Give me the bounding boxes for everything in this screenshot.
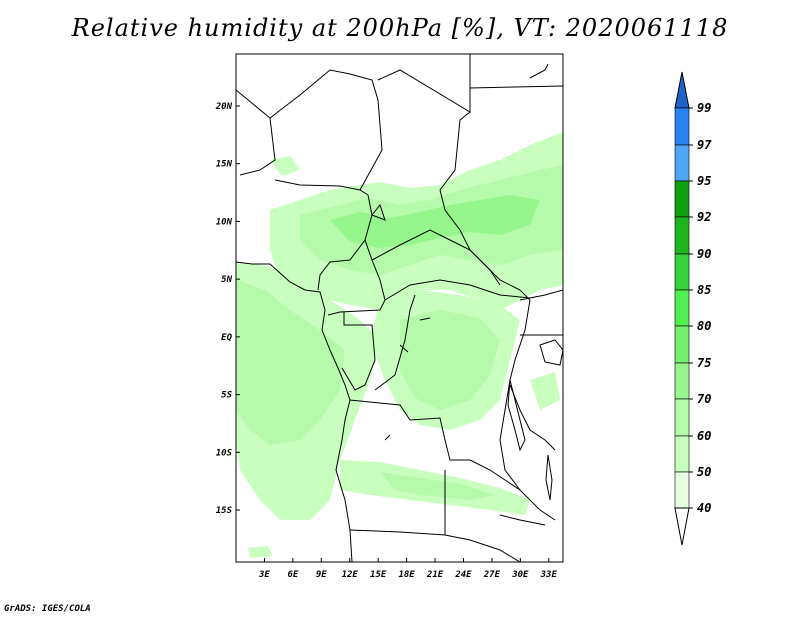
x-tick-label: 27E [483, 570, 501, 580]
border-zambia [469, 459, 556, 521]
colorbar-label: 85 [697, 283, 711, 297]
border-north-5 [469, 85, 563, 89]
map-title: Relative humidity at 200hPa [%], VT: 202… [71, 14, 729, 42]
x-tick-label: 30E [511, 570, 529, 580]
colorbar-label: 75 [697, 356, 711, 370]
border-angola-south [349, 470, 446, 536]
border-drc-west [374, 294, 416, 391]
river-mark-2 [399, 344, 409, 353]
x-tick-label: 24E [454, 570, 472, 580]
x-tick-label: 12E [342, 570, 359, 580]
humidity-region-north-inner [330, 195, 540, 248]
humidity-region-central-core [400, 310, 500, 410]
colorbar-segment [674, 253, 690, 291]
lake-tanganyika [507, 379, 526, 452]
humidity-patch-sw [248, 546, 272, 558]
colorbar-label: 95 [697, 174, 711, 188]
border-car [371, 229, 531, 301]
border-congo [341, 312, 376, 391]
colorbar-segment [674, 180, 690, 218]
x-tick-label: 3E [258, 570, 270, 580]
x-tick-label: 18E [398, 570, 415, 580]
humidity-region-westcoast-core [236, 280, 345, 445]
lake-malawi [545, 454, 553, 501]
lake-victoria [539, 339, 563, 366]
border-north-1 [236, 89, 276, 176]
y-tick-label: 5N [221, 275, 232, 285]
y-tick-label: 10S [216, 448, 233, 458]
colorbar-label: 40 [697, 501, 711, 515]
border-south-2 [499, 514, 546, 526]
border-north-3 [377, 54, 471, 113]
colorbar-segment [674, 289, 690, 327]
x-tick-label: 9E [316, 570, 327, 580]
plot-frame [235, 53, 564, 563]
y-tick-label: EQ [221, 333, 232, 343]
coast-ne-island [529, 63, 549, 79]
border-south-1 [444, 534, 521, 562]
y-tick-label: 10N [216, 217, 233, 227]
colorbar-label: 99 [697, 101, 711, 115]
x-tick-label: 33E [540, 570, 558, 580]
humidity-patch-e [530, 372, 560, 410]
colorbar-top-triangle [674, 71, 690, 109]
coastline-west [236, 261, 353, 562]
colorbar-bottom-triangle [674, 507, 690, 546]
border-north-2 [269, 69, 383, 191]
humidity-region-south-core [380, 472, 495, 500]
colorbar-label: 80 [697, 319, 711, 333]
country-borders [236, 54, 563, 562]
y-tick-label: 20N [215, 102, 233, 112]
river-mark-3 [384, 434, 391, 441]
colorbar-label: 50 [697, 465, 711, 479]
colorbar-label: 70 [697, 392, 711, 406]
colorbar-segment [674, 398, 690, 437]
colorbar-label: 97 [697, 138, 712, 152]
colorbar-label: 60 [697, 429, 711, 443]
y-tick-label: 15S [216, 506, 233, 516]
y-tick-label: 5S [221, 391, 232, 401]
lake-chad [371, 203, 386, 221]
colorbar-segment [674, 144, 690, 182]
colorbar-label: 90 [697, 247, 711, 261]
colorbar-label: 92 [697, 210, 711, 224]
border-car-south [384, 279, 531, 301]
colorbar-segment [674, 216, 690, 255]
colorbar-segment [674, 325, 690, 364]
border-north-4 [439, 111, 471, 191]
x-tick-label: 6E [287, 570, 298, 580]
colorbar-segment [674, 435, 690, 473]
y-tick-label: 15N [216, 160, 233, 170]
humidity-patch-n [270, 156, 300, 176]
x-tick-label: 15E [370, 570, 387, 580]
colorbar-segment [674, 362, 690, 400]
colorbar-segment [674, 471, 690, 509]
border-angola-drc [349, 399, 470, 461]
border-east-1 [519, 289, 563, 301]
grads-credit: GrADS: IGES/COLA [4, 604, 91, 614]
border-chad-sudan [439, 189, 501, 286]
humidity-field [236, 132, 563, 558]
colorbar-segment [674, 107, 690, 146]
x-tick-label: 21E [426, 570, 444, 580]
river-mark-1 [419, 317, 431, 321]
colorbar: 99 97 95 92 90 85 80 75 70 60 50 40 [674, 71, 712, 546]
map-axes: 3E 6E 9E 12E 15E 18E 21E 24E 27E 30E 33E 20N 15N 10N 5… [215, 102, 558, 580]
border-east-3 [509, 384, 556, 451]
